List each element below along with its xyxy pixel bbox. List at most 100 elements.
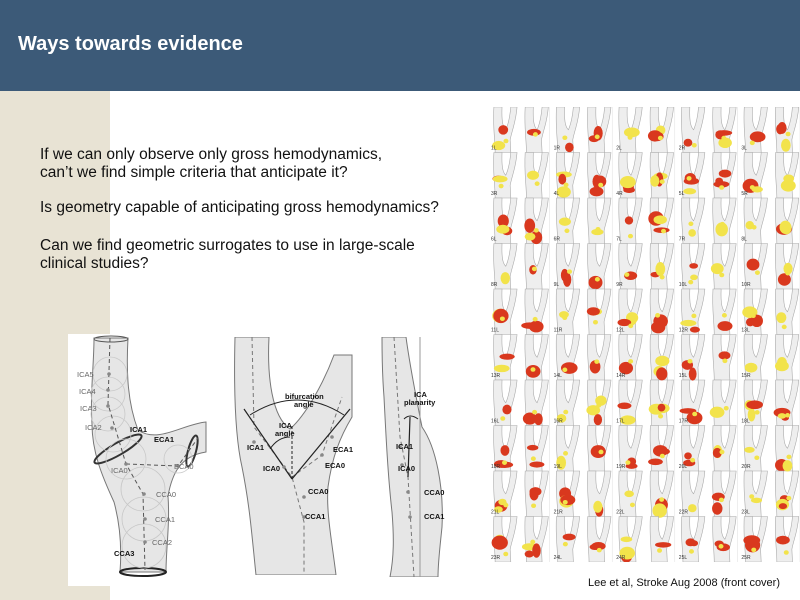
grid-cell: 3L [741,106,800,153]
wss-region [691,313,697,319]
wss-region [624,216,634,225]
wss-region [534,181,540,186]
wss-region [594,175,607,188]
wss-region [532,132,538,137]
artery-model [712,243,737,290]
wss-region [531,266,537,272]
grid-cell-label: 6L [491,237,497,243]
wss-region [754,270,760,275]
wss-region [749,131,766,143]
wss-region [532,316,538,322]
grid-cell-label: 2R [679,146,686,152]
label-eca0: ECA0 [174,462,194,471]
grid-cell: 1L [491,106,550,153]
wss-region [688,229,696,237]
wss-region [560,494,576,506]
grid-cell-label: 13R [491,373,501,379]
artery-model [681,425,706,472]
wss-region [690,457,696,463]
wss-region [596,547,602,553]
centerline [393,336,415,578]
grid-cell: 5R [741,152,800,199]
wss-region [782,460,793,472]
bifurcation-spheres-svg: ICA5 ICA4 ICA3 ICA2 ICA1 ECA1 ICA0 ECA0 … [77,335,207,577]
grid-cell: 18L [741,379,800,426]
wss-region [500,445,510,456]
wss-region [530,367,536,372]
wss-region [567,269,573,274]
wss-region [783,177,789,182]
wss-region [625,460,631,465]
grid-cell: 7L [616,197,676,244]
wss-region [626,181,632,187]
label-ica0: ICA0 [111,466,128,475]
wss-region [494,506,503,513]
grid-cell: 23L [741,470,800,517]
paragraph-1-line-2: can’t we find simple criteria that antic… [40,164,348,181]
wss-region [689,326,700,333]
wss-region [719,221,725,227]
artery-model [493,243,518,290]
wss-region [658,360,664,366]
wss-region [500,416,506,421]
grid-cell-label: 17L [616,419,625,425]
wss-region [620,536,633,543]
wss-region [624,415,630,420]
wss-region [623,127,640,138]
grid-cell-label: 11R [554,328,563,334]
wss-region [558,173,567,185]
artery-model [618,425,643,472]
wss-region [750,313,756,318]
wss-region [524,550,534,558]
grid-cell-label: 24R [616,555,626,561]
grid-cell-label: 19L [554,464,563,470]
grid-cell-label: 21L [491,510,500,516]
grid-cell: 14R [616,334,676,381]
figure-bifurcation-angle: bifurcation angle ICA angle ICA1 ICA0 EC… [232,336,354,576]
bifurcation-angle-svg: bifurcation angle ICA angle ICA1 ICA0 EC… [234,336,353,576]
wss-region [531,503,537,508]
wss-region [595,227,601,232]
wss-region [786,495,792,501]
label-cca1: CCA1 [424,512,444,521]
grid-cell-label: 5R [741,191,748,197]
vessel-shape [234,336,353,576]
grid-cell-label: 25R [741,555,751,561]
wss-region [524,232,536,241]
eca1-ring [185,434,199,468]
artery-model [587,516,612,563]
wss-region [715,177,724,185]
wss-region [688,221,694,227]
artery-model [555,106,580,153]
wss-region [690,274,698,281]
wss-region [689,263,699,269]
label-eca0: ECA0 [325,461,345,470]
slide-header: Ways towards evidence [0,0,800,91]
label-cca1: CCA1 [305,512,325,521]
wss-region [530,456,536,461]
wss-region [563,182,569,188]
grid-cell-label: 25L [679,555,688,561]
grid-cell: 11L [491,288,550,335]
artery-model [774,197,800,244]
wss-region [628,359,634,364]
grid-cell: 7R [679,197,738,244]
artery-model [618,379,643,426]
artery-model [712,106,737,153]
grid-cell: 2R [679,106,738,153]
grid-cell-label: 9R [616,282,623,288]
grid-cell: 15L [679,334,738,381]
label-ica1: ICA1 [130,425,147,434]
wss-region [721,135,727,141]
wss-region [783,550,789,555]
wss-region [563,451,569,456]
grid-cell-label: 22L [616,510,625,516]
wss-region [503,551,509,557]
grid-cell-label: 24L [554,555,563,561]
wss-region [562,135,568,141]
wss-region [492,140,506,151]
grid-cell-label: 15R [741,373,751,379]
wss-region [527,170,540,180]
wss-region [777,273,791,286]
wss-region [659,453,665,459]
